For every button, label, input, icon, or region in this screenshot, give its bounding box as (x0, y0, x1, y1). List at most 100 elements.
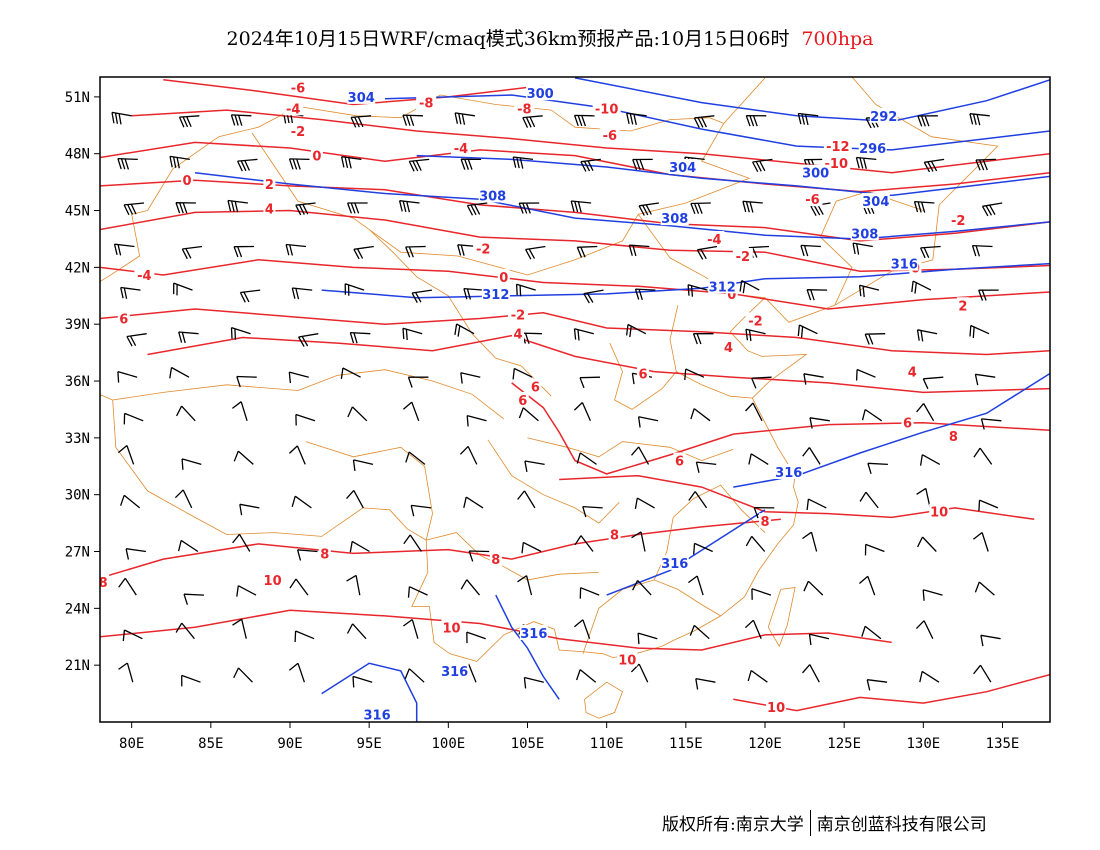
wind-barb (118, 662, 134, 683)
temperature-isoline (147, 334, 1050, 394)
wind-barb (626, 112, 647, 126)
wind-barb (911, 280, 932, 294)
wind-barb (233, 450, 254, 465)
geopotential-isoline (194, 171, 1050, 240)
wind-barb (808, 633, 830, 646)
wind-barb (739, 280, 760, 294)
temperature-label-bg (704, 230, 725, 246)
wind-barb (230, 114, 252, 126)
geopotential-label-bg (668, 158, 697, 174)
wind-barb (288, 445, 306, 465)
wind-barb (232, 401, 248, 421)
temperature-label-bg (516, 391, 529, 407)
temperature-label-bg (451, 140, 471, 156)
temperature-label: 4 (513, 328, 522, 343)
geopotential-label-bg (774, 463, 803, 479)
wind-barb (518, 202, 540, 214)
wind-barb (855, 368, 876, 381)
wind-barb (980, 418, 1002, 430)
wind-barb (352, 675, 373, 688)
temperature-label: 8 (760, 515, 769, 530)
contour-labels: -6-4-8-8-10-2-6-40-12-10-802-64-4-2-2-20… (99, 79, 969, 722)
geopotential-label-bg (478, 187, 507, 203)
wind-barb (119, 494, 141, 509)
geopotential-label-bg (481, 285, 510, 301)
wind-barb (340, 367, 361, 379)
geopotential-label: 304 (669, 161, 696, 176)
wind-barb (858, 575, 876, 596)
wind-barb (118, 577, 137, 596)
wind-barb (454, 323, 475, 337)
wind-barb (402, 401, 420, 422)
temperature-label: 6 (518, 394, 527, 409)
wind-barb (296, 549, 318, 561)
wind-barb (181, 674, 201, 687)
wind-barb (181, 245, 203, 260)
lon-tick-label: 80E (119, 736, 144, 752)
wind-barb (690, 202, 711, 215)
wind-barb (806, 498, 827, 511)
wind-barb (288, 158, 310, 170)
wind-barb (403, 618, 419, 639)
title-level: 700hpa (801, 28, 874, 50)
wind-barb (236, 375, 257, 388)
wind-barb (802, 531, 818, 552)
lon-tick-label: 100E (431, 736, 465, 752)
temperature-label: 8 (610, 528, 619, 543)
footer-credits: 版权所有:南京大学 南京创蓝科技有限公司 (662, 810, 987, 836)
temperature-label-bg (823, 138, 852, 154)
wind-barb (923, 158, 945, 173)
temperature-label: 6 (675, 455, 684, 470)
wind-barb (460, 372, 481, 384)
wind-barb (288, 371, 309, 384)
lat-tick-label: 39N (65, 317, 90, 333)
temperature-label: -6 (805, 193, 819, 208)
title-main: 2024年10月15日WRF/cmaq模式36km预报产品:10月15日06时 (226, 28, 790, 50)
wind-barb (688, 575, 704, 596)
wind-barb (969, 324, 990, 339)
wind-barb (797, 112, 819, 126)
wind-barb (575, 669, 597, 683)
geopotential-label: 300 (527, 87, 554, 102)
wind-barb (861, 625, 882, 640)
temperature-label-bg (745, 312, 766, 328)
wind-barb (745, 115, 767, 127)
wind-barb (113, 243, 135, 256)
temperature-isoline (733, 673, 1050, 712)
temperature-label-bg (929, 503, 950, 519)
wind-barb (402, 327, 423, 341)
temperature-label: 4 (724, 341, 733, 356)
wind-barb (347, 406, 368, 422)
temperature-label-bg (263, 200, 276, 216)
temperature-isoline (100, 179, 1050, 242)
temperature-label-bg (947, 427, 960, 443)
wind-barb (517, 575, 533, 596)
footer-copyright: 版权所有:南京大学 (662, 815, 804, 835)
temperature-label: 8 (99, 576, 108, 591)
temperature-label-bg (802, 191, 823, 207)
wind-barb (802, 447, 821, 465)
temperature-label: -2 (736, 250, 750, 265)
wind-barb (517, 490, 536, 509)
border-line (723, 77, 766, 124)
wind-barb (751, 588, 772, 600)
temperature-label: 10 (618, 653, 636, 668)
geopotential-isoline (606, 509, 766, 596)
wind-barb (403, 534, 422, 552)
geopotential-label: 312 (709, 280, 736, 295)
wind-barb (802, 664, 820, 683)
geopotential-label: 308 (479, 189, 506, 204)
wind-barb (349, 331, 371, 344)
wind-barb (340, 156, 362, 169)
wind-barb (120, 286, 141, 299)
lon-tick-label: 115E (669, 736, 703, 752)
lon-tick-label: 85E (198, 736, 223, 752)
temperature-label: 10 (767, 701, 785, 716)
wind-barb (175, 622, 195, 640)
wind-barb (583, 289, 604, 304)
temperature-label-bg (287, 122, 308, 138)
wind-barb (745, 535, 766, 552)
geopotential-label: 312 (482, 288, 509, 303)
temperature-label: -12 (826, 140, 850, 155)
temperature-label: 2 (958, 299, 967, 314)
